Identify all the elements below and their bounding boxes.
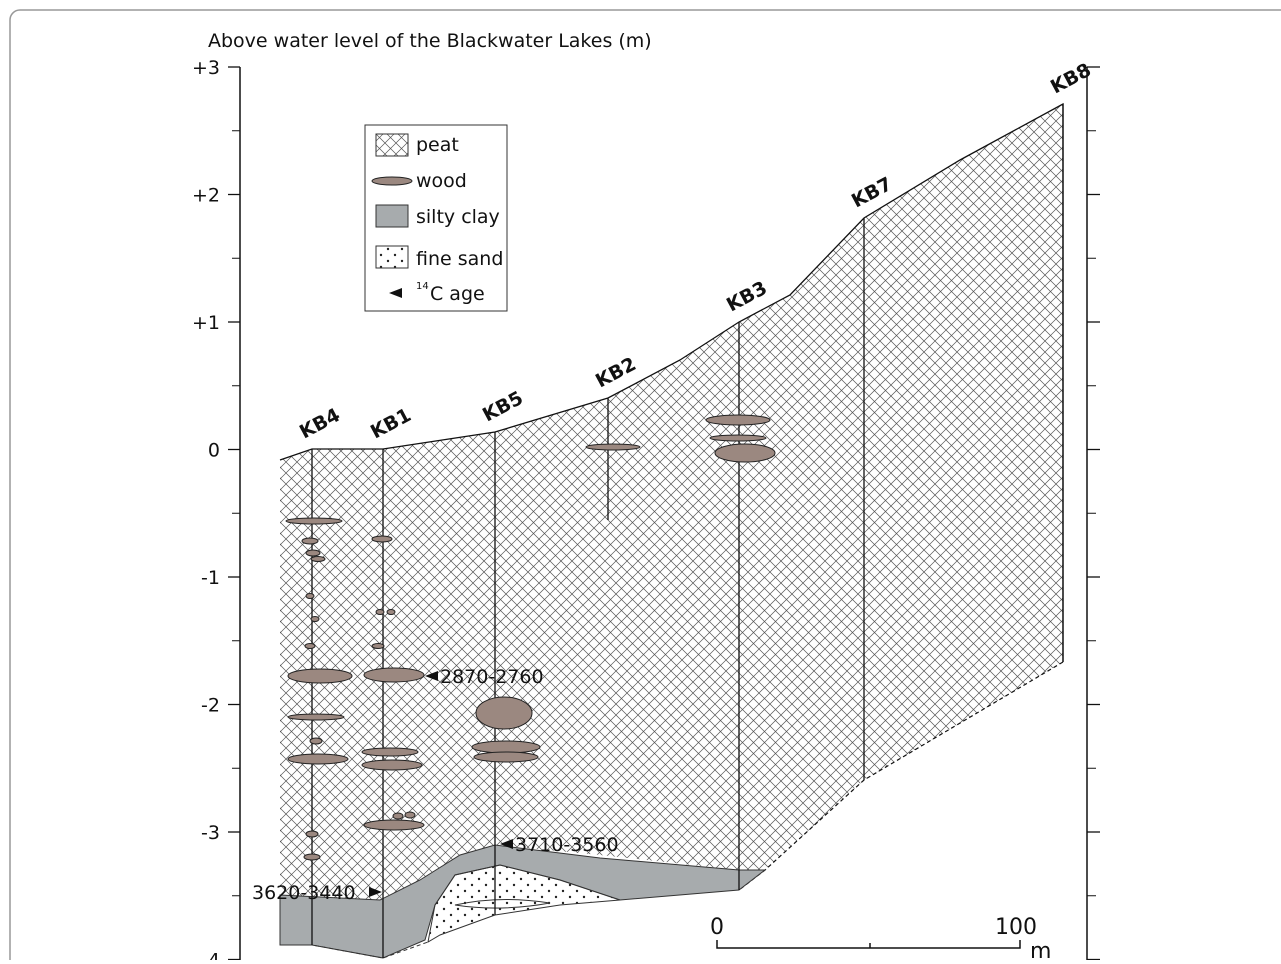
borehole-label: KB1 bbox=[367, 404, 415, 443]
borehole-label: KB5 bbox=[479, 387, 527, 426]
legend-sup: 14 bbox=[416, 281, 429, 292]
legend-wood bbox=[372, 177, 412, 185]
y-tick-label: -1 bbox=[201, 567, 220, 589]
legend-clay bbox=[376, 205, 408, 227]
age-label: 3620-3440 bbox=[252, 882, 356, 904]
legend-label: fine sand bbox=[416, 248, 503, 270]
page: Above water level of the Blackwater Lake… bbox=[0, 0, 1281, 960]
legend-label: peat bbox=[416, 134, 459, 156]
diagram: Above water level of the Blackwater Lake… bbox=[0, 0, 1281, 960]
scale-label: 0 bbox=[710, 915, 724, 940]
y-tick-label: -2 bbox=[201, 695, 220, 717]
y-tick-label: +1 bbox=[192, 312, 220, 334]
y-tick-label: -3 bbox=[201, 822, 220, 844]
borehole-label: KB4 bbox=[296, 404, 344, 443]
legend-label: wood bbox=[416, 170, 467, 192]
age-label: 2870-2760 bbox=[440, 666, 544, 688]
title: Above water level of the Blackwater Lake… bbox=[208, 30, 652, 52]
y-tick-label: -4 bbox=[201, 950, 220, 961]
y-tick-label: +2 bbox=[192, 185, 220, 207]
y-tick-label: +3 bbox=[192, 57, 220, 79]
legend-peat bbox=[376, 134, 408, 156]
scale-unit: m bbox=[1030, 939, 1051, 960]
legend-label: silty clay bbox=[416, 206, 500, 228]
legend-label: C age bbox=[430, 283, 485, 305]
scale-bar bbox=[717, 940, 1020, 948]
y-tick-label: 0 bbox=[208, 440, 220, 462]
age-label: 3710-3560 bbox=[515, 834, 619, 856]
legend-sand bbox=[376, 246, 408, 268]
scale-label: 100 bbox=[995, 915, 1037, 940]
